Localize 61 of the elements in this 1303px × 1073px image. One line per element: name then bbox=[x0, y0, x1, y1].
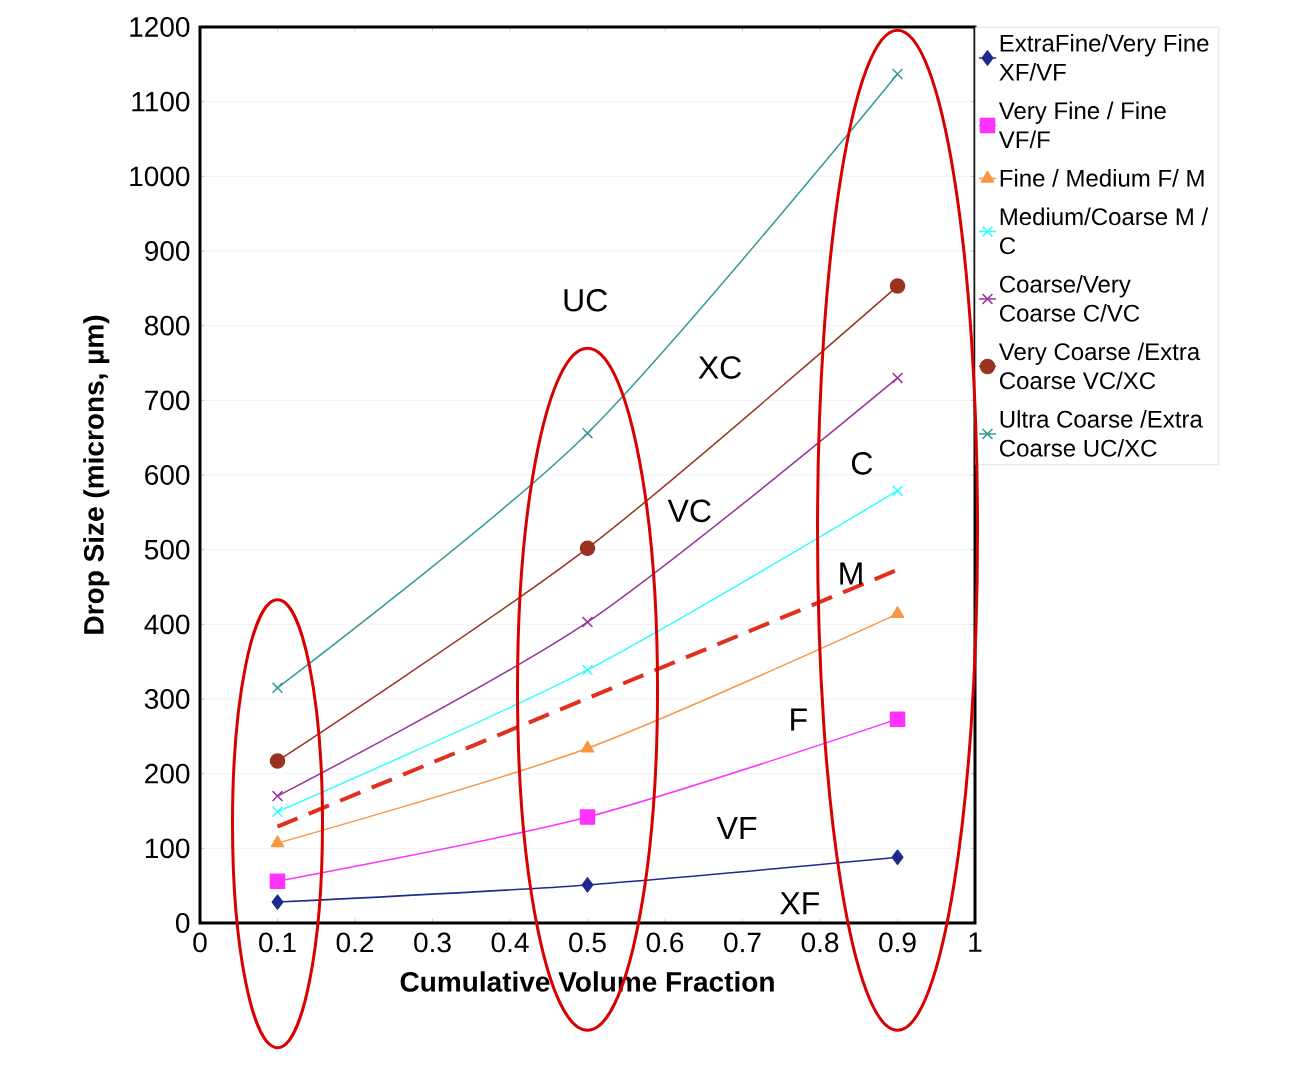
point bbox=[891, 68, 904, 80]
annotation: VF bbox=[716, 817, 757, 840]
y-tick-label: 800 bbox=[144, 315, 190, 336]
point bbox=[269, 873, 286, 889]
annotation: VC bbox=[667, 499, 711, 523]
point bbox=[271, 894, 284, 910]
x-tick-label: 0.6 bbox=[646, 932, 684, 953]
legend-label: Coarse/Very Coarse C/VC bbox=[1000, 275, 1140, 322]
x-tick-label: 0.7 bbox=[724, 932, 761, 953]
point bbox=[581, 616, 594, 628]
y-tick-label: 100 bbox=[145, 838, 190, 859]
y-tick-label: 900 bbox=[145, 241, 190, 261]
point bbox=[891, 372, 904, 384]
y-tick-label: 300 bbox=[144, 689, 190, 709]
point bbox=[891, 484, 904, 497]
y-tick-label: 500 bbox=[144, 539, 190, 560]
y-tick-label: 1200 bbox=[130, 17, 190, 37]
y-axis-title: Drop Size (microns, µm) bbox=[83, 315, 110, 634]
point bbox=[581, 427, 594, 439]
annotation: M bbox=[840, 562, 862, 585]
y-tick-label: 1000 bbox=[130, 166, 190, 187]
legend-label: ExtraFine/Very Fine XF/VF bbox=[999, 34, 1209, 81]
point bbox=[581, 877, 594, 893]
point bbox=[891, 849, 904, 866]
annotation: C bbox=[851, 452, 873, 475]
annotation: F bbox=[791, 708, 807, 731]
x-tick-label: 0.1 bbox=[259, 932, 296, 953]
point bbox=[270, 835, 285, 848]
point bbox=[271, 806, 284, 818]
point bbox=[889, 278, 906, 294]
point bbox=[890, 606, 905, 619]
x-tick-label: 1 bbox=[969, 932, 982, 952]
y-tick-label: 1100 bbox=[132, 91, 190, 112]
y-tick-label: 600 bbox=[145, 465, 190, 485]
point bbox=[271, 682, 284, 694]
x-tick-label: 0 bbox=[193, 932, 207, 953]
x-tick-label: 0.2 bbox=[336, 932, 374, 953]
x-tick-label: 0.9 bbox=[879, 932, 916, 953]
annotation: UC bbox=[564, 288, 608, 312]
annotation: XC bbox=[698, 356, 742, 379]
point bbox=[581, 664, 594, 676]
y-tick-label: 0 bbox=[175, 913, 190, 933]
x-tick-label: 0.8 bbox=[801, 932, 839, 953]
legend-label: Medium/Coarse M / C bbox=[1000, 207, 1209, 255]
annotation: XF bbox=[780, 892, 820, 915]
point bbox=[889, 711, 906, 727]
point bbox=[580, 740, 595, 753]
y-tick-label: 700 bbox=[145, 390, 190, 411]
point bbox=[579, 540, 596, 556]
y-tick-label: 200 bbox=[145, 763, 190, 784]
point bbox=[269, 753, 286, 769]
y-tick-label: 400 bbox=[144, 614, 190, 635]
legend-label: Fine / Medium F/ M bbox=[1000, 169, 1204, 187]
x-tick-label: 0.5 bbox=[569, 932, 606, 953]
point bbox=[271, 790, 284, 802]
x-tick-label: 0.3 bbox=[414, 932, 451, 953]
legend-label: Very Fine / Fine VF/F bbox=[998, 101, 1166, 149]
point bbox=[579, 809, 596, 825]
legend-label: Ultra Coarse /Extra Coarse UC/XC bbox=[1000, 410, 1203, 457]
legend-label: Very Coarse /Extra Coarse VC/XC bbox=[998, 342, 1201, 390]
x-tick-label: 0.4 bbox=[491, 932, 529, 953]
